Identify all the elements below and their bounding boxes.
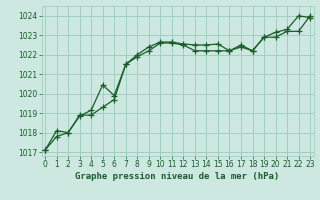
X-axis label: Graphe pression niveau de la mer (hPa): Graphe pression niveau de la mer (hPa) — [76, 172, 280, 181]
